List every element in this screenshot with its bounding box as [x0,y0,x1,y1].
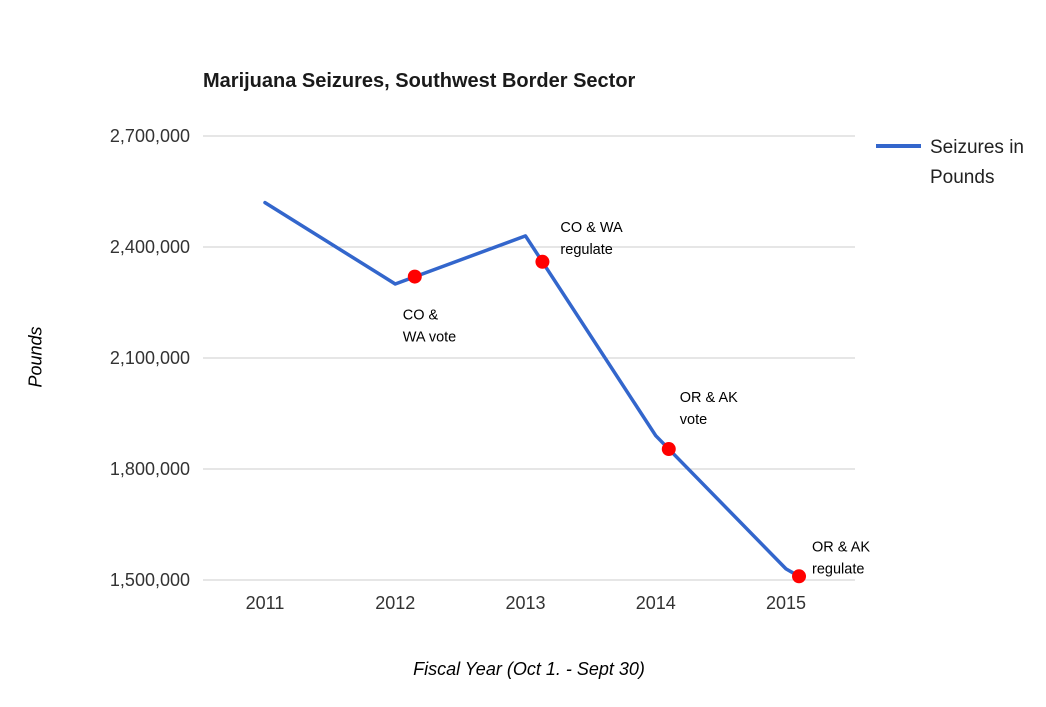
y-axis-label: Pounds [25,326,46,388]
event-marker [535,254,550,269]
legend-line-swatch [876,144,921,148]
y-tick-label: 2,700,000 [110,126,190,146]
event-label: CO & WA regulate [560,220,623,258]
y-tick-label: 1,500,000 [110,570,190,590]
event-label: CO & WA vote [403,308,456,346]
y-tick-label: 2,100,000 [110,348,190,368]
seizures-line [263,200,801,579]
event-label: OR & AK vote [680,390,738,428]
event-label: OR & AK regulate [812,539,870,577]
x-axis-label: Fiscal Year (Oct 1. - Sept 30) [413,659,645,679]
x-tick-label: 2011 [246,593,285,613]
event-marker [661,442,676,457]
x-tick-label: 2015 [766,593,806,613]
chart-title: Marijuana Seizures, Southwest Border Sec… [203,70,636,92]
event-marker [407,269,422,284]
legend-label: Seizures in Pounds [930,137,1024,188]
y-tick-label: 1,800,000 [110,459,190,479]
legend: Seizures in Pounds [876,133,1030,193]
x-tick-label: 2014 [636,593,676,613]
event-marker [792,569,807,584]
y-tick-label: 2,400,000 [110,237,190,257]
x-tick-label: 2013 [505,593,545,613]
x-tick-label: 2012 [375,593,415,613]
